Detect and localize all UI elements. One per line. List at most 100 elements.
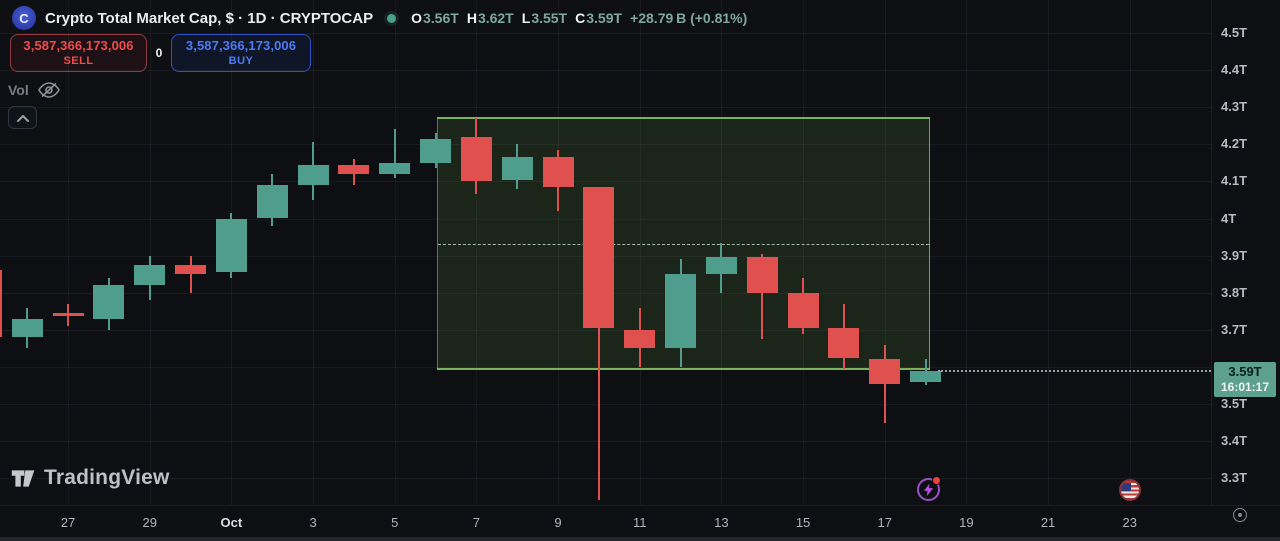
tradingview-watermark[interactable]: TradingView — [10, 466, 170, 490]
window-bottom-edge — [0, 537, 1280, 541]
candle-oct-15 — [787, 292, 819, 328]
h-gridline — [0, 366, 1211, 368]
buy-label: BUY — [228, 54, 254, 67]
high-label: H — [466, 10, 477, 26]
v-gridline — [68, 0, 70, 505]
price-tick-label: 4T — [1221, 210, 1237, 226]
candle-sep-30 — [175, 264, 207, 275]
low-value: 3.55T — [531, 10, 568, 26]
legend: C Crypto Total Market Cap, $ · 1D · CRYP… — [12, 5, 747, 31]
flag-canton — [1121, 483, 1132, 492]
candle-oct-1 — [215, 218, 247, 273]
buy-button[interactable]: 3,587,366,173,006 BUY — [171, 34, 311, 72]
time-tick-label: 27 — [60, 515, 76, 530]
v-gridline — [1129, 0, 1131, 505]
buy-price: 3,587,366,173,006 — [185, 37, 297, 53]
time-axis[interactable]: 27 29 Oct 3 5 7 9 11 13 15 17 19 21 23 — [0, 505, 1280, 541]
candle-wick — [597, 186, 600, 501]
close-value: 3.59T — [586, 10, 623, 26]
h-gridline — [0, 33, 1211, 34]
candle-oct-12 — [665, 274, 697, 349]
time-tick-label: 9 — [554, 515, 562, 530]
price-tick-label: 4.5T — [1221, 25, 1248, 40]
h-gridline — [0, 478, 1211, 480]
volume-label: Vol — [8, 82, 29, 98]
lightning-icon — [923, 483, 934, 496]
time-tick-label: 7 — [472, 515, 481, 530]
market-status-dot-icon — [387, 13, 397, 23]
candle-oct-18 — [910, 370, 942, 382]
change-value: +28.79 B (+0.81%) — [630, 10, 748, 26]
price-tick-label: 4.2T — [1221, 136, 1248, 152]
candle-oct-13 — [705, 257, 737, 275]
candle-oct-7 — [460, 136, 492, 182]
candle-wick — [189, 255, 192, 293]
volume-study-row: Vol — [8, 82, 60, 98]
chevron-up-icon — [16, 114, 29, 122]
v-gridline — [394, 0, 396, 505]
time-tick-label: 21 — [1040, 515, 1056, 530]
candle-wick — [883, 344, 886, 423]
v-gridline — [639, 0, 641, 505]
h-gridline — [0, 404, 1211, 405]
range-top-line — [436, 117, 930, 120]
hidden-eye-icon[interactable] — [37, 82, 60, 98]
chart-surface[interactable] — [0, 0, 1211, 505]
price-axis[interactable]: 3.59T 16:01:17 4.5T 4.4T 4.3T 4.2T 4.1T 4T 3.9… — [1211, 0, 1280, 505]
ohlc-values: O 3.56T H 3.62T L 3.55T C 3.59T +28.79 B (+0… — [411, 10, 747, 26]
v-gridline — [313, 0, 315, 505]
collapse-panel-button[interactable] — [8, 106, 37, 129]
sell-label: SELL — [63, 54, 94, 67]
candle-sep-28 — [93, 285, 125, 319]
axis-settings-icon[interactable] — [1231, 506, 1249, 524]
time-tick-label: 29 — [142, 515, 157, 530]
range-mid-line — [437, 244, 929, 246]
time-tick-label: Oct — [220, 515, 243, 530]
candle-oct-11 — [624, 329, 656, 349]
us-flag-icon[interactable] — [1119, 479, 1141, 501]
v-gridline — [149, 0, 151, 505]
sell-button[interactable]: 3,587,366,173,006 SELL — [10, 34, 147, 72]
current-price-label: 3.59T 16:01:17 — [1214, 361, 1276, 397]
v-gridline — [966, 0, 968, 505]
h-gridline — [0, 181, 1211, 183]
candle-wick — [761, 253, 764, 340]
time-tick-label: 11 — [632, 515, 647, 530]
gear-ring — [1233, 508, 1247, 522]
close-label: C — [575, 10, 586, 26]
candle-sep-25 — [0, 270, 2, 338]
candle-oct-5 — [379, 162, 411, 174]
time-tick-label: 5 — [391, 515, 399, 530]
price-tick-label: 3.7T — [1221, 321, 1248, 337]
cryptocap-logo-icon: C — [12, 6, 36, 30]
candle-oct-16 — [828, 327, 860, 358]
current-price-line — [938, 369, 1211, 372]
time-tick-label: 17 — [877, 515, 892, 530]
candle-oct-9 — [542, 157, 574, 187]
price-tick-label: 3.8T — [1221, 284, 1248, 300]
candle-oct-2 — [256, 185, 288, 219]
open-label: O — [411, 10, 422, 26]
time-tick-label: 3 — [309, 515, 317, 530]
candle-oct-6 — [420, 138, 452, 163]
v-gridline — [803, 0, 805, 505]
boost-button[interactable] — [917, 476, 941, 501]
price-tick-label: 4.1T — [1221, 173, 1248, 189]
v-gridline — [1048, 0, 1050, 505]
range-bottom-line — [436, 367, 930, 370]
high-value: 3.62T — [477, 10, 514, 26]
symbol-title[interactable]: Crypto Total Market Cap, $ · 1D · CRYPTO… — [45, 9, 374, 27]
current-price-value: 3.59T — [1228, 363, 1262, 379]
h-gridline — [0, 329, 1211, 331]
candle-wick — [393, 129, 396, 178]
price-tick-label: 4.3T — [1221, 99, 1248, 115]
time-tick-label: 13 — [714, 515, 729, 530]
v-gridline — [476, 0, 478, 505]
watermark-text: TradingView — [44, 466, 170, 489]
candle-oct-10 — [583, 186, 615, 328]
price-tick-label: 3.9T — [1221, 247, 1248, 263]
time-tick-label: 23 — [1122, 515, 1137, 530]
candle-oct-3 — [297, 164, 329, 186]
price-tick-label: 3.5T — [1221, 396, 1248, 411]
spread-value: 0 — [155, 46, 163, 60]
